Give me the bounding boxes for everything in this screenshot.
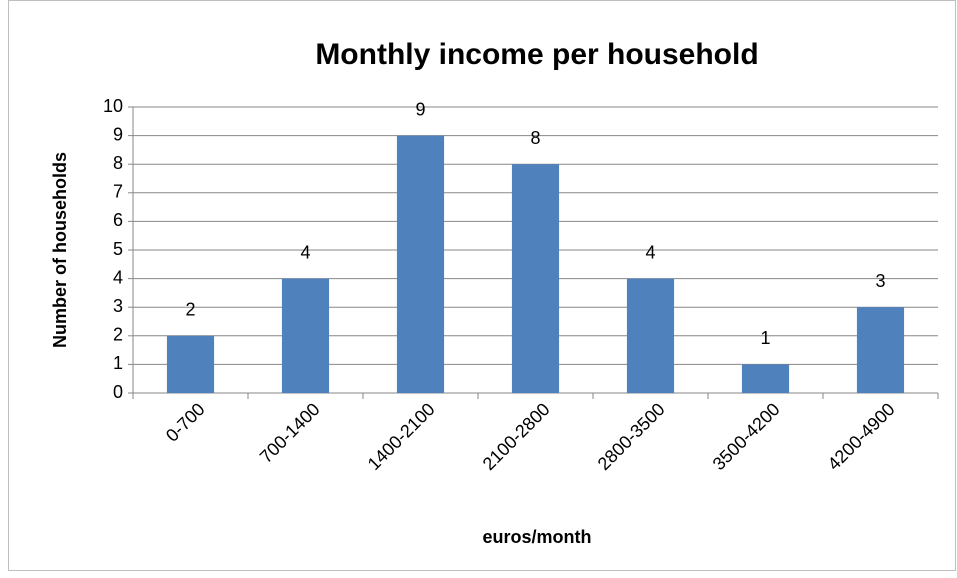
y-tick-label: 7 (113, 182, 123, 202)
bar (741, 364, 790, 393)
data-label: 8 (530, 128, 540, 148)
y-tick-label: 4 (113, 267, 123, 287)
y-tick-label: 0 (113, 382, 123, 402)
y-tick-label: 8 (113, 153, 123, 173)
data-label: 3 (875, 271, 885, 291)
bar (396, 135, 445, 393)
bar (511, 164, 560, 393)
y-tick-label: 6 (113, 210, 123, 230)
data-label: 4 (300, 242, 310, 262)
bar (626, 278, 675, 393)
data-label: 4 (645, 242, 655, 262)
y-tick-label: 2 (113, 325, 123, 345)
chart-title: Monthly income per household (315, 38, 758, 71)
y-tick-label: 10 (103, 96, 123, 116)
y-tick-label: 1 (113, 353, 123, 373)
data-label: 9 (415, 99, 425, 119)
data-label: 1 (760, 328, 770, 348)
y-tick-label: 3 (113, 296, 123, 316)
bar (281, 278, 330, 393)
y-tick-label: 9 (113, 124, 123, 144)
bar (166, 335, 215, 393)
y-axis-label: Number of households (50, 152, 70, 348)
data-label: 2 (185, 300, 195, 320)
bar (856, 307, 905, 393)
x-axis-label: euros/month (482, 527, 591, 547)
y-tick-label: 5 (113, 239, 123, 259)
chart-frame (8, 0, 956, 571)
